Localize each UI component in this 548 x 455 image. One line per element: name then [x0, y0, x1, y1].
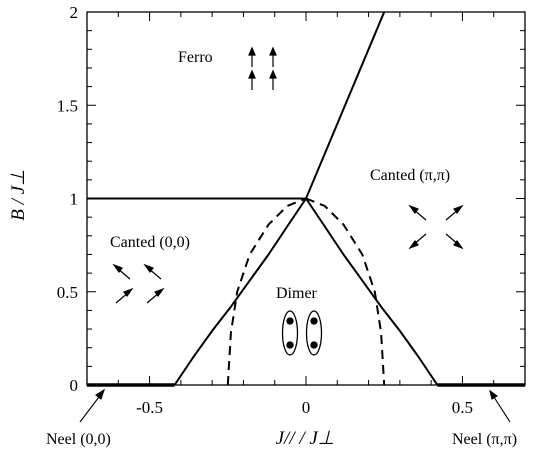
annotation-neel-00: Neel (0,0): [46, 431, 111, 448]
phase-boundary-solid-2: [173, 197, 307, 386]
ticks: [87, 11, 525, 386]
region-label-canted-00: Canted (0,0): [110, 234, 190, 251]
region-label-dimer: Dimer: [276, 285, 318, 302]
dimer-singlet-icon: [281, 310, 323, 356]
canted-pipi-spin-arrows-icon: [408, 204, 464, 250]
annotation-neel-pipi: Neel (π,π): [452, 431, 517, 448]
x-axis-label: J// / J⊥: [276, 428, 335, 449]
annotation-pointers: [79, 388, 511, 423]
pointer-neel-00: [79, 392, 103, 423]
phase-boundary-dashed-4: [226, 197, 307, 386]
phase-boundary-solid-1: [305, 11, 386, 199]
phase-boundary-dashed-5: [305, 197, 386, 386]
y-tick-label: 1: [70, 190, 79, 209]
phase-boundaries: [87, 11, 525, 387]
canted-00-spin-arrows-icon: [112, 263, 165, 304]
pointer-neel-pipi-head: [489, 389, 499, 400]
x-tick-label: 0.5: [452, 398, 473, 417]
region-label-canted-pipi: Canted (π,π): [370, 167, 450, 184]
x-tick-label: -0.5: [136, 398, 163, 417]
x-tick-label: 0: [302, 398, 311, 417]
region-label-ferro: Ferro: [178, 49, 213, 66]
x-tick-labels: -0.5 0 0.5: [136, 398, 473, 417]
pointer-neel-00-head: [95, 388, 106, 400]
y-tick-label: 0.5: [57, 283, 78, 302]
phase-boundary-solid-3: [305, 197, 439, 386]
pointer-neel-pipi: [491, 393, 511, 423]
y-tick-label: 1.5: [57, 96, 78, 115]
ferro-spin-arrows-icon: [248, 46, 277, 90]
y-axis-label: B / J⊥: [8, 169, 29, 220]
y-tick-labels: 0 0.5 1 1.5 2: [57, 3, 78, 395]
y-tick-label: 2: [70, 3, 79, 22]
y-tick-label: 0: [70, 376, 79, 395]
